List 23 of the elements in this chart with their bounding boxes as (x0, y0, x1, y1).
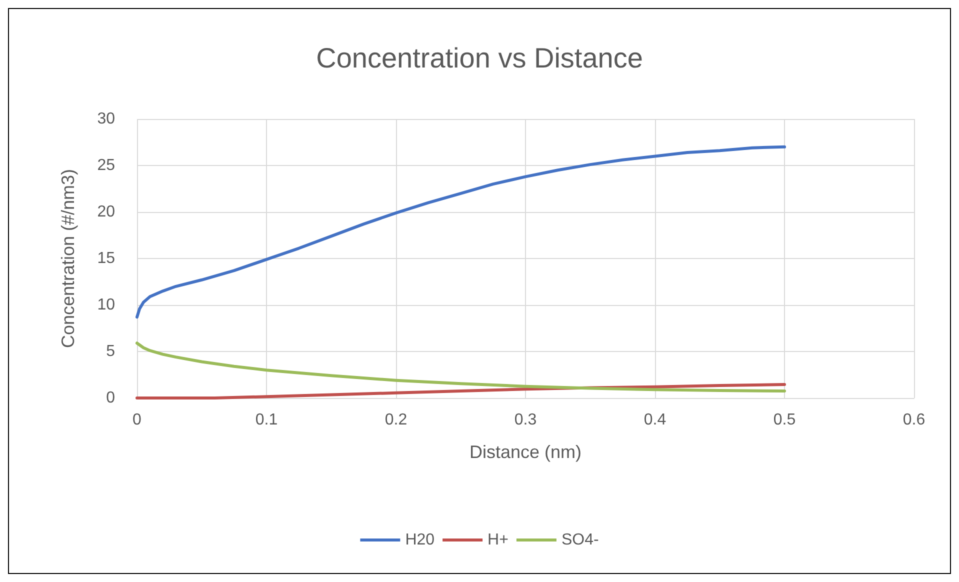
x-tick-label: 0.6 (902, 412, 926, 428)
y-tick-label: 10 (97, 296, 116, 314)
line-series (136, 383, 786, 400)
x-tick-label: 0 (132, 412, 142, 428)
x-tick-label: 0.1 (255, 412, 278, 428)
line-series (136, 342, 786, 393)
legend-label: H20 (405, 532, 435, 548)
y-tick-label: 25 (97, 157, 116, 174)
x-tick-label: 0.3 (514, 412, 537, 428)
x-axis-title: Distance (nm) (469, 442, 582, 462)
y-tick-label: 5 (106, 343, 116, 360)
x-tick-label: 0.5 (773, 412, 796, 428)
x-tick-label: 0.4 (644, 412, 666, 428)
y-tick-label: 15 (97, 250, 116, 267)
y-tick-label: 0 (106, 390, 116, 406)
x-tick-label: 0.2 (384, 412, 408, 428)
y-tick-label: 20 (97, 204, 116, 220)
y-axis-title: Concentration (#/nm3) (58, 168, 78, 348)
y-tick-label: 30 (97, 110, 116, 128)
legend-label: H+ (488, 532, 508, 548)
legend-label: SO4- (561, 532, 599, 548)
line-series (136, 145, 786, 319)
chart-title: Concentration vs Distance (316, 42, 643, 74)
